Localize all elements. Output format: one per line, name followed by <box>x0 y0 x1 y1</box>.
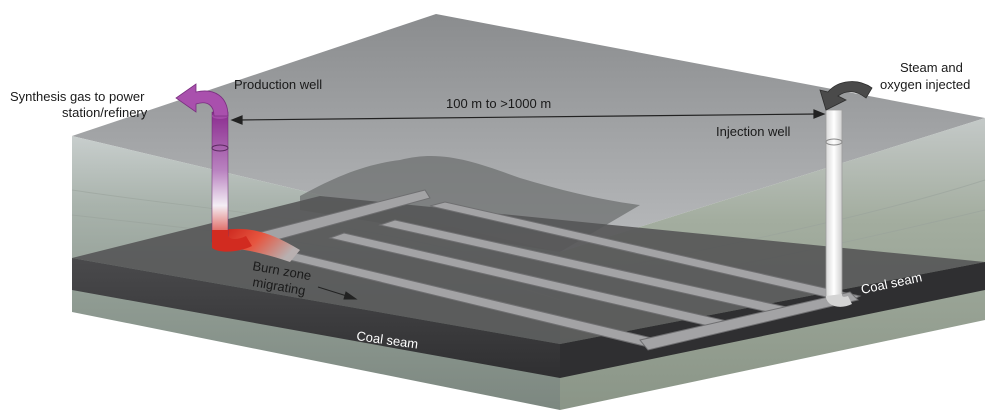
production-well-ring <box>211 144 229 152</box>
synthesis-gas-label-2: station/refinery <box>62 105 148 120</box>
production-well-pipe <box>211 111 229 243</box>
steam-label-1: Steam and <box>900 60 963 75</box>
production-well-label: Production well <box>234 77 322 92</box>
coal-seam-front-edge <box>72 258 560 378</box>
injection-well-bend <box>826 294 852 307</box>
block-top-face <box>72 14 985 252</box>
distance-arrow <box>230 109 826 125</box>
curved-arrow-left-icon <box>175 83 229 117</box>
distance-label: 100 m to >1000 m <box>446 96 551 111</box>
injection-well-label: Injection well <box>716 124 791 139</box>
channel-1 <box>429 201 862 303</box>
arrow-right-icon <box>317 286 358 300</box>
production-well-bend <box>212 230 252 252</box>
synthesis-gas-label-1: Synthesis gas to power <box>10 89 145 104</box>
injection-well-ring <box>825 138 843 146</box>
burn-zone <box>222 228 300 262</box>
curved-arrow-down-icon <box>819 81 873 111</box>
channel-connector <box>639 291 859 351</box>
steam-label-2: oxygen injected <box>880 77 970 92</box>
